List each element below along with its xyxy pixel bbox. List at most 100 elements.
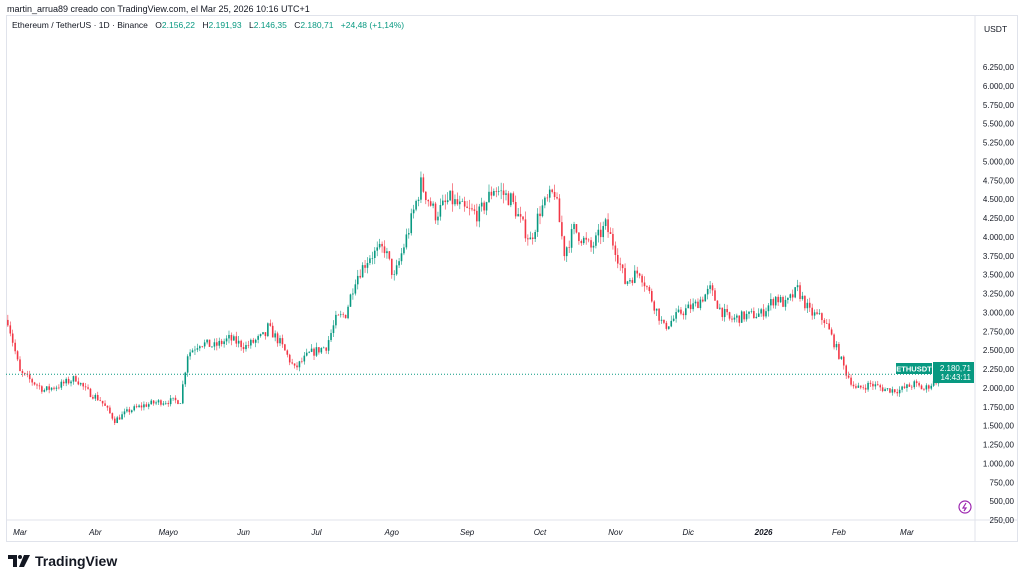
candle-body [716, 300, 719, 309]
candle-body [220, 340, 223, 345]
date-tick: Jun [236, 528, 250, 537]
candle-body [36, 384, 38, 386]
candle-body [196, 348, 199, 350]
candle-body [342, 314, 344, 315]
candle-body [172, 397, 174, 399]
symbol-title[interactable]: Ethereum / TetherUS · 1D · Binance [12, 20, 148, 30]
candle-body [500, 190, 502, 192]
lightning-icon[interactable] [958, 500, 972, 514]
candle-body [490, 191, 493, 196]
candle-body [602, 226, 604, 238]
candle-body [796, 285, 799, 288]
candle-body [631, 280, 634, 283]
candle-body [876, 384, 879, 386]
candle-body [719, 307, 721, 309]
candle-body [760, 309, 762, 314]
candle-body [668, 326, 670, 329]
candle-body [517, 214, 519, 217]
candle-body [709, 285, 711, 289]
candle-body [182, 384, 184, 404]
candle-body [62, 381, 65, 384]
candle-body [874, 384, 877, 387]
candle-body [702, 299, 704, 302]
candle-body [96, 394, 99, 401]
candle-body [429, 201, 432, 206]
candle-body [687, 304, 690, 309]
candle-body [155, 402, 157, 404]
candle-body [242, 347, 245, 350]
price-tag-bg [933, 362, 974, 383]
candle-body [123, 411, 126, 415]
candle-body [461, 201, 464, 202]
candle-body [908, 384, 911, 387]
candle-body [536, 213, 539, 233]
price-tick: 5.500,00 [983, 120, 1015, 129]
candle-body [126, 409, 128, 412]
candle-body [510, 193, 512, 206]
price-tick: 2.000,00 [983, 384, 1015, 393]
candle-body [911, 386, 913, 388]
candle-body [361, 265, 364, 278]
high-label: H [202, 20, 209, 30]
candle-body [320, 347, 323, 353]
date-tick: Ago [384, 528, 400, 537]
candle-body [692, 303, 694, 310]
candle-body [111, 413, 114, 419]
candle-body [104, 403, 106, 406]
candle-body [531, 237, 534, 239]
candle-body [286, 350, 289, 355]
candle-body [913, 381, 916, 388]
candle-body [315, 347, 318, 356]
price-tick: 5.750,00 [983, 101, 1015, 110]
candle-body [772, 299, 775, 306]
candle-body [636, 270, 639, 274]
candle-body [580, 240, 583, 244]
candle-body [446, 200, 449, 203]
candle-body [599, 229, 602, 238]
candle-body [889, 388, 891, 393]
low-label: L [248, 20, 254, 30]
ohlc-legend: Ethereum / TetherUS · 1D · Binance O2.15… [12, 20, 404, 30]
candle-body [388, 251, 391, 259]
candle-body [271, 325, 274, 338]
candle-body [626, 281, 629, 284]
date-tick: Mar [900, 528, 914, 537]
candle-body [366, 263, 369, 268]
chart-frame [6, 15, 1018, 542]
price-axis[interactable]: 250,00 500,00 750,00 1.000,00 1.250,00 1.500,… [983, 63, 1015, 525]
candle-body [770, 299, 772, 306]
candle-body [318, 347, 320, 353]
candle-body [70, 381, 72, 384]
price-tick: 3.750,00 [983, 252, 1015, 261]
candle-body [918, 383, 920, 386]
candle-body [356, 275, 359, 285]
candle-body [723, 309, 726, 318]
candle-body [264, 332, 267, 337]
candle-body [483, 202, 485, 211]
tradingview-logo[interactable]: TradingView [8, 553, 117, 569]
candle-body [296, 365, 298, 368]
candle-body [106, 405, 109, 408]
candle-body [762, 309, 765, 317]
candle-body [923, 389, 925, 390]
candle-body [847, 375, 850, 378]
candle-body [672, 318, 675, 321]
candle-body [808, 302, 811, 308]
candle-body [743, 311, 745, 320]
candle-body [497, 190, 500, 192]
candle-body [33, 382, 36, 385]
candle-body [157, 400, 160, 403]
candle-body [524, 219, 527, 239]
candle-body [322, 347, 325, 349]
candle-body [99, 400, 101, 401]
time-axis[interactable]: Mar Abr Mayo Jun Jul Ago Sep Oct Nov Dic 2026 Feb Ma… [13, 528, 914, 537]
candle-body [651, 291, 653, 302]
candle-body [624, 268, 626, 284]
candle-body [400, 253, 403, 262]
candle-body [493, 191, 495, 196]
candle-body [352, 293, 354, 295]
candle-body [825, 323, 828, 324]
candle-body [216, 342, 218, 346]
candle-body [28, 374, 31, 380]
